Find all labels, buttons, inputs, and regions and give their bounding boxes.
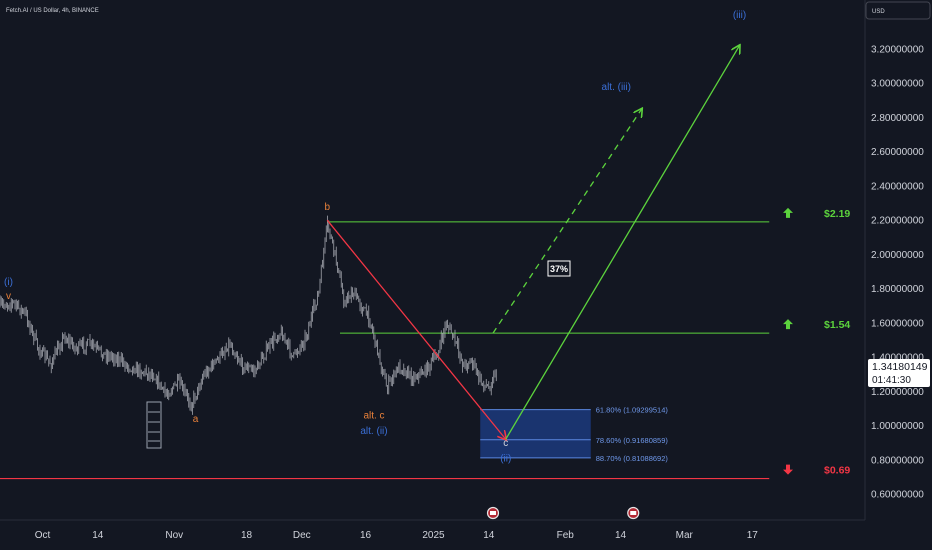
price-levels: $2.19 $1.54 $0.69 bbox=[0, 207, 850, 480]
wave-label: (ii) bbox=[500, 453, 511, 464]
wave-label: b bbox=[324, 202, 330, 213]
current-price-tag[interactable]: 1.34180149 01:41:30 bbox=[868, 359, 930, 387]
wave-labels: (i) v a b alt. c alt. (ii) c (ii) alt. (iii) (iii… bbox=[4, 10, 746, 464]
price-axis[interactable]: USD 3.20000000 3.00000000 2.80000000 2.6000… bbox=[864, 0, 931, 520]
time-tick-label: 14 bbox=[615, 530, 627, 541]
current-price: 1.34180149 bbox=[872, 361, 928, 373]
projection-arrow bbox=[505, 46, 740, 440]
percent-badge[interactable]: 37% bbox=[547, 260, 571, 277]
time-tick-label: Mar bbox=[676, 530, 694, 541]
fib-level-label: 88.70% (0.81088692) bbox=[596, 454, 669, 463]
time-axis[interactable]: Oct 14 Nov 18 Dec 16 2025 14 Feb 14 Mar 17 bbox=[0, 506, 865, 542]
up-arrow-icon bbox=[783, 207, 793, 218]
time-tick-label: 14 bbox=[483, 530, 495, 541]
wave-label: a bbox=[193, 414, 199, 425]
level-tag: $2.19 bbox=[783, 207, 850, 220]
price-ticks: 3.20000000 3.00000000 2.80000000 2.60000000… bbox=[871, 45, 924, 501]
symbol-title: Fetch.AI / US Dollar, 4h, BINANCE bbox=[6, 8, 99, 14]
time-ticks: Oct 14 Nov 18 Dec 16 2025 14 Feb 14 Mar 17 bbox=[35, 530, 759, 541]
price-tick-label: 2.00000000 bbox=[871, 250, 924, 261]
price-tick-label: 0.80000000 bbox=[871, 455, 924, 466]
projection-arrows bbox=[326, 46, 740, 440]
percent-badge-box bbox=[547, 260, 571, 277]
level-tag-label: $2.19 bbox=[824, 208, 850, 220]
level-tag-label: $1.54 bbox=[824, 319, 850, 331]
price-tick-label: 3.00000000 bbox=[871, 79, 924, 90]
time-tick-label: 17 bbox=[747, 530, 759, 541]
alt-projection-arrow bbox=[492, 109, 642, 334]
price-tick-label: 2.20000000 bbox=[871, 216, 924, 227]
current-price-box bbox=[868, 359, 930, 387]
event-marker-icon bbox=[630, 511, 637, 515]
price-tick-label: 2.60000000 bbox=[871, 147, 924, 158]
price-series bbox=[0, 215, 497, 415]
up-arrow-icon bbox=[783, 319, 793, 330]
percent-badge-text: 37% bbox=[550, 264, 568, 274]
wave-label: alt. c bbox=[363, 411, 384, 422]
time-tick-label: 14 bbox=[92, 530, 104, 541]
level-tag: $1.54 bbox=[783, 319, 850, 331]
time-tick-label: Oct bbox=[35, 530, 51, 541]
time-tick-label: Dec bbox=[293, 530, 311, 541]
level-tag: $0.69 bbox=[783, 464, 850, 477]
currency-label: USD bbox=[872, 9, 885, 15]
wave-label: alt. (ii) bbox=[360, 426, 387, 437]
event-marker[interactable] bbox=[486, 506, 500, 520]
price-tick-label: 2.40000000 bbox=[871, 181, 924, 192]
projection-arrow bbox=[326, 219, 506, 439]
wave-label: alt. (iii) bbox=[602, 82, 631, 93]
price-tick-label: 3.20000000 bbox=[871, 45, 924, 56]
consolidation-box bbox=[146, 401, 162, 449]
price-tick-label: 1.80000000 bbox=[871, 284, 924, 295]
currency-box[interactable] bbox=[865, 1, 931, 20]
fib-zone-rect bbox=[480, 409, 591, 459]
plot-area[interactable]: 61.80% (1.09299514) 78.60% (0.91680859) 88… bbox=[0, 10, 850, 480]
bar-countdown: 01:41:30 bbox=[872, 375, 911, 386]
price-tick-label: 1.60000000 bbox=[871, 318, 924, 329]
fib-level-label: 61.80% (1.09299514) bbox=[596, 406, 669, 415]
wave-label: (iii) bbox=[733, 10, 746, 21]
event-marker[interactable] bbox=[627, 506, 640, 520]
wave-label: c bbox=[503, 438, 508, 449]
price-tick-label: 0.60000000 bbox=[871, 490, 924, 501]
time-tick-label: Feb bbox=[557, 530, 575, 541]
level-tag-label: $0.69 bbox=[824, 465, 850, 477]
time-tick-label: 2025 bbox=[422, 530, 445, 541]
event-markers bbox=[486, 506, 640, 520]
price-tick-label: 1.00000000 bbox=[871, 421, 924, 432]
time-tick-label: 18 bbox=[241, 530, 253, 541]
price-tick-label: 1.40000000 bbox=[871, 353, 924, 364]
event-marker-icon bbox=[490, 511, 496, 515]
time-tick-label: Nov bbox=[165, 530, 183, 541]
down-arrow-icon bbox=[783, 464, 793, 475]
wave-label: v bbox=[6, 291, 11, 302]
price-tick-label: 2.80000000 bbox=[871, 113, 924, 124]
consolidation-box-rect bbox=[146, 401, 162, 449]
fib-level-label: 78.60% (0.91680859) bbox=[596, 436, 669, 445]
time-tick-label: 16 bbox=[360, 530, 372, 541]
price-tick-label: 1.20000000 bbox=[871, 387, 924, 398]
wave-label: (i) bbox=[4, 277, 13, 288]
